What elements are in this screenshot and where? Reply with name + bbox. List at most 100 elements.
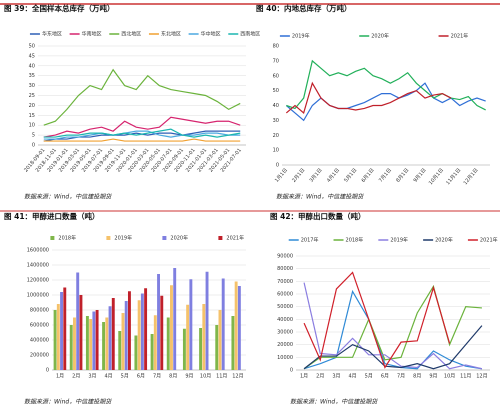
y-tick-label: 50 bbox=[273, 88, 279, 94]
bar bbox=[121, 313, 125, 370]
legend-label: 2019年 bbox=[390, 237, 408, 244]
legend-label: 2020年 bbox=[435, 237, 453, 244]
bar bbox=[205, 271, 209, 370]
legend-label: 西南地区 bbox=[240, 31, 260, 38]
legend-label: 西北地区 bbox=[121, 31, 141, 38]
bar bbox=[102, 322, 106, 370]
line bbox=[303, 271, 451, 369]
bar bbox=[63, 287, 67, 370]
line bbox=[303, 284, 482, 370]
legend-label: 2019年 bbox=[292, 33, 310, 40]
line bbox=[285, 81, 452, 115]
legend-swatch bbox=[218, 236, 223, 240]
legend-label: 2018年 bbox=[346, 237, 364, 244]
y-tick-label: 0 bbox=[32, 143, 35, 149]
x-tick-label: 11月 bbox=[460, 374, 471, 380]
source: 数据来源：Wind，中信建投期货 bbox=[24, 398, 112, 406]
source: 数据来源：Wind，中信建投期货 bbox=[290, 398, 378, 406]
line bbox=[286, 59, 486, 111]
bar bbox=[186, 304, 190, 370]
x-tick-label: 12月 bbox=[232, 374, 243, 380]
bar bbox=[137, 300, 141, 370]
x-tick-label: 10月 bbox=[444, 374, 455, 380]
chart-title: 图 40：内地总库存（万吨） bbox=[256, 3, 352, 13]
legend-swatch bbox=[106, 236, 111, 240]
bar bbox=[89, 319, 93, 370]
bar bbox=[234, 281, 238, 370]
line bbox=[43, 68, 241, 126]
legend-label: 2021年 bbox=[451, 33, 469, 40]
bar bbox=[95, 310, 99, 370]
x-tick-label: 12月1日 bbox=[463, 167, 480, 186]
legend-label: 2021年 bbox=[226, 235, 244, 242]
y-tick-label: 400000 bbox=[30, 338, 49, 344]
bar bbox=[166, 317, 170, 370]
legend-label: 华东地区 bbox=[42, 31, 62, 38]
bar bbox=[150, 334, 154, 370]
y-tick-label: 0 bbox=[290, 368, 293, 374]
bar bbox=[231, 316, 235, 370]
y-tick-label: 60 bbox=[273, 73, 279, 79]
line bbox=[43, 116, 241, 138]
bar bbox=[202, 304, 206, 370]
y-tick-label: 20000 bbox=[277, 342, 293, 348]
line bbox=[303, 325, 483, 370]
bar bbox=[199, 328, 203, 370]
source: 数据来源：Wind，中信建投期货 bbox=[24, 193, 112, 201]
x-tick-label: 2月 bbox=[316, 374, 324, 380]
bar bbox=[60, 292, 63, 370]
y-tick-label: 80 bbox=[273, 44, 279, 50]
x-tick-label: 3月 bbox=[332, 374, 340, 380]
bar bbox=[108, 306, 112, 370]
y-tick-label: 10 bbox=[273, 148, 279, 154]
y-tick-label: 70 bbox=[273, 58, 279, 64]
bar bbox=[105, 317, 109, 370]
bar bbox=[189, 279, 193, 370]
bar bbox=[182, 328, 186, 370]
x-tick-label: 7月 bbox=[397, 374, 405, 380]
y-tick-label: 25 bbox=[29, 93, 35, 99]
x-tick-label: 1月1日 bbox=[274, 167, 289, 183]
legend-label: 2019年 bbox=[114, 235, 132, 242]
legend-label: 2021年 bbox=[480, 237, 498, 244]
legend-label: 华南地区 bbox=[82, 31, 102, 38]
y-tick-label: 1000000 bbox=[27, 293, 49, 299]
bar bbox=[85, 316, 89, 370]
x-tick-label: 9月 bbox=[429, 374, 437, 380]
x-tick-label: 11月 bbox=[216, 374, 227, 380]
y-tick-label: 60000 bbox=[277, 292, 293, 298]
bar bbox=[111, 298, 115, 370]
bar bbox=[170, 285, 173, 370]
y-tick-label: 15 bbox=[29, 113, 35, 119]
x-tick-label: 4月 bbox=[104, 374, 112, 380]
y-tick-label: 50000 bbox=[277, 304, 293, 310]
line bbox=[43, 130, 241, 140]
y-tick-label: 80000 bbox=[277, 266, 293, 272]
legend-label: 2020年 bbox=[170, 235, 188, 242]
legend-label: 华中地区 bbox=[201, 31, 221, 38]
x-tick-label: 10月 bbox=[200, 374, 211, 380]
bar bbox=[140, 293, 144, 370]
x-tick-label: 5月 bbox=[121, 374, 129, 380]
y-tick-label: 70000 bbox=[277, 279, 293, 285]
x-tick-label: 7月1日 bbox=[378, 167, 393, 183]
x-tick-label: 6月1日 bbox=[361, 167, 376, 183]
y-tick-label: 30 bbox=[29, 83, 35, 89]
y-tick-label: 20 bbox=[273, 133, 279, 139]
x-tick-label: 8月 bbox=[413, 374, 421, 380]
y-tick-label: 0 bbox=[276, 163, 279, 169]
bar bbox=[218, 310, 222, 370]
x-tick-label: 10月1日 bbox=[428, 167, 445, 186]
chart-title: 图 41：甲醇进口数量（吨） bbox=[4, 211, 100, 221]
y-tick-label: 45 bbox=[29, 53, 35, 59]
bar bbox=[56, 304, 60, 370]
y-tick-label: 1400000 bbox=[27, 263, 49, 269]
line bbox=[285, 82, 486, 122]
y-tick-label: 30000 bbox=[277, 330, 293, 336]
y-tick-label: 20 bbox=[29, 103, 35, 109]
y-tick-label: 50 bbox=[29, 44, 35, 50]
bar bbox=[79, 295, 83, 370]
y-tick-label: 800000 bbox=[30, 308, 49, 314]
bar bbox=[69, 325, 73, 370]
